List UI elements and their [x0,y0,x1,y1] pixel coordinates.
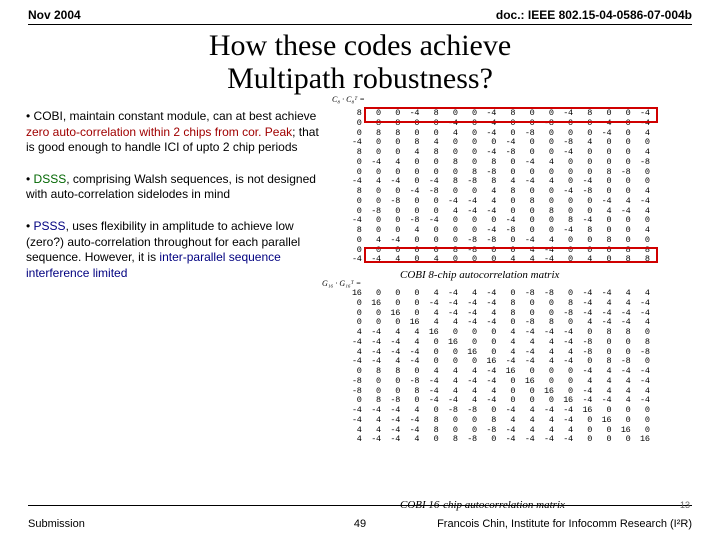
footer-rule [28,505,692,506]
matrix2-label: G₁₆ · G₁₆ᵀ = [322,279,361,288]
matrix1-label: C₈ · C₈ᵀ = [332,95,365,104]
matrix1: 8 0 0 -4 8 0 0 -4 8 0 0 -4 8 0 0 -4 0 8 … [352,109,692,265]
bullet-cobi: • COBI, maintain constant module, can at… [26,109,326,156]
matrix1-caption: COBI 8-chip autocorrelation matrix [400,269,559,281]
matrix1-highlight-top [364,107,658,123]
matrix2-body: 16 0 0 0 4 -4 4 -4 0 -8 -8 0 -4 -4 4 4 0… [352,289,692,445]
bullet-dsss-a: • [26,172,34,186]
bullet-psss-a: • [26,219,34,233]
header-date: Nov 2004 [28,8,81,22]
bullet-dsss-b: , comprising Walsh sequences, is not des… [26,172,316,202]
matrix1-highlight-bottom [364,247,658,263]
matrix2: 16 0 0 0 4 -4 4 -4 0 -8 -8 0 -4 -4 4 4 0… [352,289,692,445]
bullet-psss-highlight: PSSS [34,219,66,233]
title-line-2: Multipath robustness? [0,62,720,95]
bullet-dsss: • DSSS, comprising Walsh sequences, is n… [26,172,326,203]
footer-page: 49 [354,518,366,530]
footer-right: Francois Chin, Institute for Infocomm Re… [437,518,692,530]
matrix1-body: 8 0 0 -4 8 0 0 -4 8 0 0 -4 8 0 0 -4 0 8 … [352,109,692,265]
header-doc: doc.: IEEE 802.15-04-0586-07-004b [496,8,692,22]
bullet-psss: • PSSS, uses flexibility in amplitude to… [26,219,326,281]
header-rule [28,24,692,25]
bullet-cobi-text-a: • COBI, maintain constant module, can at… [26,109,316,123]
bullet-cobi-highlight: zero auto-correlation within 2 chips fro… [26,125,292,139]
slide-number: 13 [680,500,690,510]
title-line-1: How these codes achieve [0,29,720,62]
footer-left: Submission [28,518,85,530]
slide-title: How these codes achieve Multipath robust… [0,29,720,95]
bullet-dsss-highlight: DSSS [34,172,67,186]
bullet-column: • COBI, maintain constant module, can at… [26,109,326,297]
